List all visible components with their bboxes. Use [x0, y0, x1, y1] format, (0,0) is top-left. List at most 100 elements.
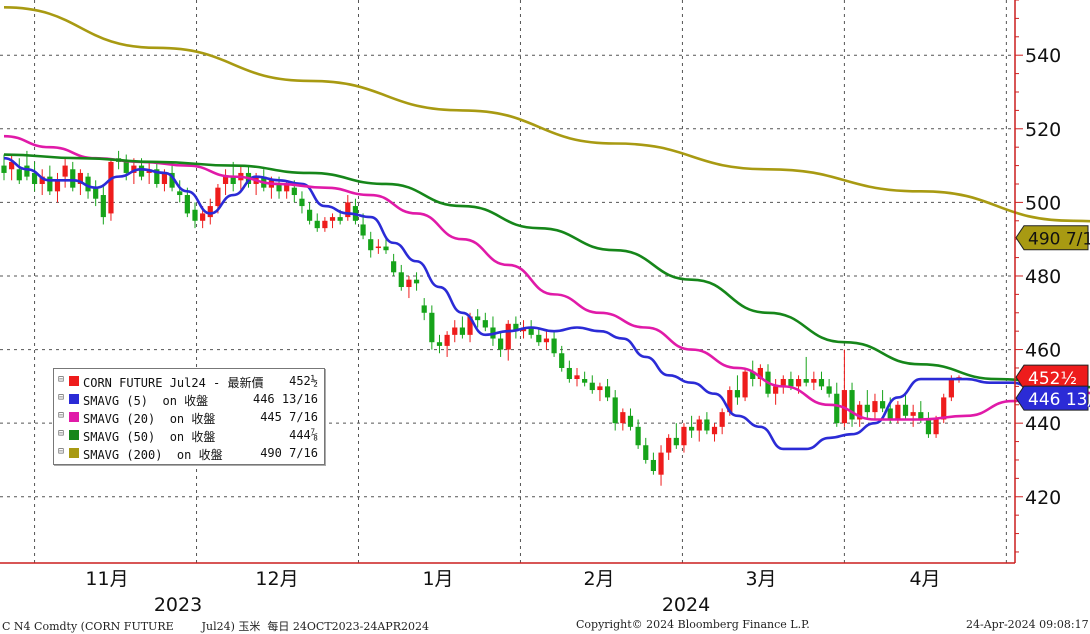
candle-body [902, 404, 909, 416]
legend-label-smavg-5: SMAVG (5) on 收盤 [83, 394, 209, 408]
legend-swatch-corn-future [69, 376, 79, 386]
y-tick-label: 520 [1025, 119, 1061, 141]
candle-body [467, 316, 473, 335]
candle-body [108, 161, 114, 214]
candle-body [666, 437, 672, 453]
legend-swatch-smavg-20 [69, 412, 79, 422]
candle-body [192, 209, 198, 221]
footer-copyright: Copyright© 2024 Bloomberg Finance L.P. [576, 618, 810, 631]
candle-body [910, 412, 916, 416]
candle-body [559, 353, 565, 368]
candle-body [849, 390, 855, 420]
candle-body [307, 209, 313, 221]
x-year-label: 2023 [154, 594, 202, 616]
footer-ticker: C N4 Comdty (CORN FUTURE Jul24) 玉米 每日 24… [2, 620, 429, 633]
candle-body [452, 327, 458, 335]
legend-label-smavg-200: SMAVG (200) on 收盤 [83, 448, 223, 462]
candle-body [9, 161, 15, 170]
candle-body [597, 386, 603, 391]
y-tick-label: 540 [1025, 45, 1061, 67]
legend-swatch-smavg-5 [69, 394, 79, 404]
candle-body [811, 379, 817, 383]
legend-value-corn-future: 452½ [289, 374, 318, 388]
candle-body [941, 397, 947, 420]
collapse-icon[interactable]: ⊟ [58, 428, 65, 439]
candle-body [47, 176, 53, 192]
candle-body [131, 165, 137, 173]
candle-body [864, 404, 870, 413]
candle-body [100, 195, 106, 218]
y-tick-label: 480 [1025, 266, 1061, 288]
candle-body [589, 382, 595, 391]
candle-body [696, 419, 702, 431]
x-month-label: 4月 [909, 568, 940, 590]
candle-body [635, 426, 641, 446]
candle-body [345, 202, 351, 218]
candle-body [826, 386, 832, 394]
candle-body [742, 371, 748, 398]
candle-body [123, 161, 129, 173]
candle-body [773, 386, 779, 394]
candle-body [222, 176, 229, 184]
candle-body [704, 419, 710, 431]
collapse-icon[interactable]: ⊟ [58, 392, 65, 403]
collapse-icon[interactable]: ⊟ [58, 374, 65, 385]
candle-body [230, 176, 236, 184]
candle-body [689, 426, 695, 431]
candle-body [604, 386, 611, 398]
candle-body [200, 213, 206, 221]
price-tag-label: 446 13/16 [1028, 390, 1090, 410]
collapse-icon[interactable]: ⊟ [58, 446, 65, 457]
candle-body [154, 169, 160, 184]
candle-body [184, 195, 190, 214]
footer-timestamp: 24-Apr-2024 09:08:17 [966, 618, 1089, 631]
candle-body [880, 401, 886, 409]
legend-label-corn-future: CORN FUTURE Jul24 - 最新價 [83, 376, 264, 390]
legend-value-smavg-50: 444⅞ [289, 428, 318, 442]
x-month-label: 2月 [583, 568, 614, 590]
candle-body [857, 404, 863, 420]
candle-body [780, 379, 786, 387]
candle-body [383, 246, 389, 251]
candle-body [803, 379, 809, 383]
candle-body [16, 169, 22, 181]
candle-body [391, 261, 397, 273]
candle-body [177, 191, 183, 196]
candle-body [795, 379, 802, 387]
candle-body [650, 459, 656, 472]
series-line-3 [3, 6, 1090, 223]
candle-body [138, 165, 145, 177]
x-month-label: 11月 [85, 568, 128, 590]
candle-body [299, 198, 305, 207]
legend-label-smavg-20: SMAVG (20) on 收盤 [83, 412, 216, 426]
candle-body [711, 426, 718, 435]
candle-body [681, 426, 687, 446]
candle-body [925, 419, 932, 435]
candle-body [368, 239, 374, 251]
candle-body [734, 390, 741, 398]
candle-body [895, 404, 901, 420]
candle-body [543, 338, 550, 343]
candle-body [887, 408, 893, 420]
candle-body [406, 279, 412, 288]
legend-row-corn-future: ⊟ CORN FUTURE Jul24 - 最新價 452½ [58, 373, 320, 390]
candle-body [612, 397, 618, 424]
candle-body [498, 338, 504, 350]
legend-swatch-smavg-50 [69, 430, 79, 440]
y-tick-label: 500 [1025, 192, 1061, 214]
candle-body [658, 452, 664, 475]
candle-body [673, 437, 679, 446]
candle-body [727, 390, 733, 413]
candle-body [948, 379, 954, 398]
legend-row-smavg-20: ⊟ SMAVG (20) on 收盤 445 7/16 [58, 409, 320, 426]
candle-body [933, 419, 939, 435]
candle-body [85, 176, 91, 192]
candle-body [24, 165, 30, 177]
collapse-icon[interactable]: ⊟ [58, 410, 65, 421]
candle-body [551, 338, 557, 354]
legend-row-smavg-50: ⊟ SMAVG (50) on 收盤 444⅞ [58, 427, 320, 444]
candle-body [582, 379, 588, 383]
legend-value-smavg-5: 446 13/16 [252, 392, 318, 406]
y-tick-label: 420 [1025, 487, 1061, 509]
